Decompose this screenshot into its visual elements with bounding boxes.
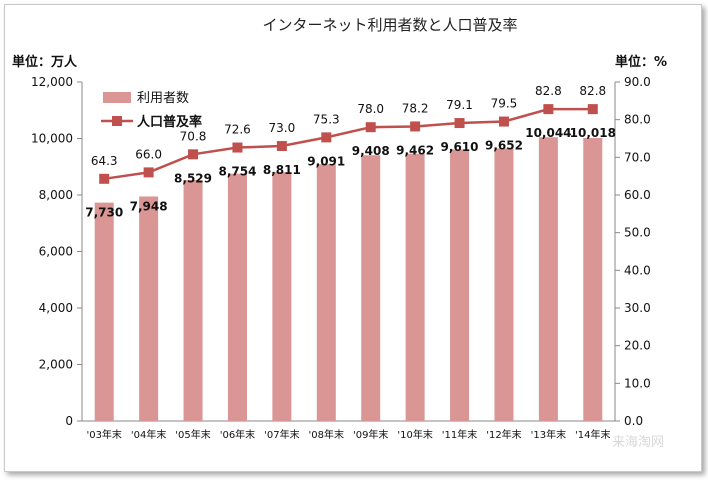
line-data-label: 78.2 (402, 101, 429, 115)
x-tick-label: '05年末 (175, 428, 210, 441)
right-tick-label: 40.0 (624, 263, 651, 277)
line-data-label: 73.0 (269, 121, 296, 135)
legend-label-line: 人口普及率 (137, 114, 202, 130)
left-tick-label: 6,000 (39, 245, 73, 259)
bar (405, 153, 425, 422)
bar-data-label: 10,018 (570, 126, 616, 140)
bar-data-label: 9,091 (307, 154, 345, 168)
line-marker (454, 118, 465, 129)
x-tick-label: '03年末 (86, 428, 121, 441)
left-tick-label: 2,000 (39, 358, 73, 372)
bar-data-label: 9,462 (396, 143, 434, 157)
bar-data-label: 7,730 (85, 206, 123, 220)
line-marker (143, 167, 154, 178)
line-series (104, 107, 593, 181)
right-tick-label: 50.0 (624, 226, 651, 240)
x-tick-label: '09年末 (353, 428, 388, 441)
line-data-label: 78.0 (357, 102, 384, 116)
right-tick-label: 30.0 (624, 301, 651, 315)
line-marker (232, 142, 243, 153)
x-tick-label: '12年末 (486, 428, 521, 441)
line-data-label: 79.5 (491, 97, 518, 111)
line-data-label: 79.1 (446, 98, 473, 112)
chart-title: インターネット利用者数と人口普及率 (262, 16, 517, 34)
bar (183, 180, 203, 421)
line-marker (543, 104, 554, 115)
bar (272, 172, 292, 421)
bar (583, 137, 603, 421)
line-data-label: 82.8 (535, 84, 562, 98)
line-data-label: 64.3 (91, 154, 118, 168)
line-data-label: 75.3 (313, 112, 340, 126)
line-marker (587, 104, 598, 115)
line-data-label: 72.6 (224, 123, 251, 137)
bar-data-label: 8,811 (263, 163, 301, 177)
right-tick-label: 10.0 (624, 376, 651, 390)
x-tick-label: '13年末 (531, 428, 566, 441)
line-marker (365, 122, 376, 133)
legend-label-bar: 利用者数 (137, 91, 189, 106)
x-tick-label: '04年末 (131, 428, 166, 441)
right-tick-label: 90.0 (624, 75, 651, 89)
bar-data-label: 8,754 (218, 165, 256, 179)
x-tick-label: '08年末 (309, 428, 344, 441)
x-tick-label: '11年末 (442, 428, 477, 441)
bar (94, 202, 114, 421)
bar-data-label: 8,529 (174, 171, 212, 185)
bar (139, 196, 159, 421)
x-tick-label: '10年末 (397, 428, 432, 441)
legend-swatch-bar (103, 92, 131, 103)
bar (316, 164, 336, 421)
line-marker (188, 149, 199, 160)
line-marker (276, 141, 287, 152)
left-tick-label: 12,000 (31, 75, 73, 89)
line-marker (410, 121, 421, 132)
right-tick-label: 70.0 (624, 150, 651, 164)
x-tick-label: '07年末 (264, 428, 299, 441)
line-marker (321, 132, 332, 143)
bar (494, 148, 514, 421)
watermark: 来海淘网 (612, 435, 664, 450)
left-tick-label: 10,000 (31, 132, 73, 146)
bar-data-label: 10,044 (525, 126, 571, 140)
bar-data-label: 9,610 (441, 140, 479, 154)
right-tick-label: 20.0 (624, 339, 651, 353)
line-data-label: 66.0 (135, 147, 162, 161)
bar (450, 149, 470, 421)
line-data-label: 82.8 (579, 84, 606, 98)
bar (361, 155, 381, 421)
left-tick-label: 0 (65, 414, 73, 428)
right-tick-label: 0.0 (624, 414, 643, 428)
left-axis-unit: 単位：万人 (12, 54, 78, 70)
x-tick-label: '06年末 (220, 428, 255, 441)
right-tick-label: 80.0 (624, 113, 651, 127)
x-tick-label: '14年末 (575, 428, 610, 441)
line-data-label: 70.8 (180, 129, 207, 143)
line-marker (99, 173, 110, 184)
left-tick-label: 8,000 (39, 188, 73, 202)
bar-data-label: 9,652 (485, 139, 523, 153)
bar-data-label: 9,408 (352, 144, 390, 158)
bar (538, 137, 558, 421)
left-tick-label: 4,000 (39, 301, 73, 315)
legend-marker-line (112, 116, 122, 126)
right-axis-unit: 単位：% (615, 54, 667, 70)
line-marker (498, 116, 509, 127)
bar-data-label: 7,948 (130, 199, 168, 213)
bar (227, 173, 247, 421)
right-tick-label: 60.0 (624, 188, 651, 202)
